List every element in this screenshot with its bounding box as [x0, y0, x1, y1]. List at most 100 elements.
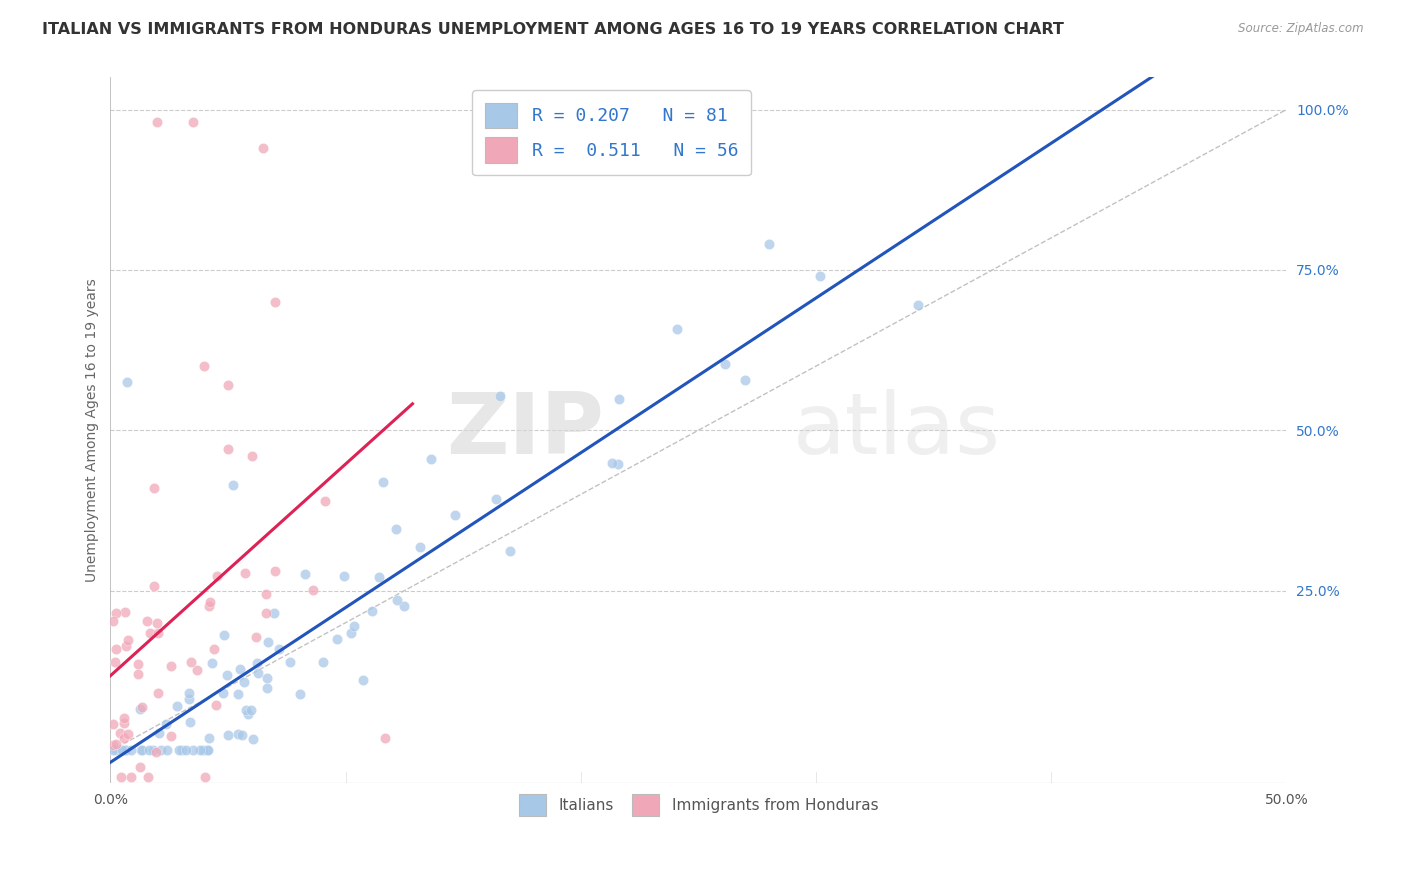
Point — [361, 604, 384, 618]
Point — [419, 452, 441, 467]
Point — [232, 675, 254, 690]
Point — [194, 770, 217, 784]
Point — [105, 642, 128, 657]
Point — [808, 269, 831, 284]
Point — [314, 493, 336, 508]
Point — [202, 641, 225, 656]
Point — [290, 687, 312, 701]
Point — [105, 606, 128, 620]
Point — [229, 663, 252, 677]
Point — [156, 743, 179, 757]
Point — [101, 614, 124, 628]
Point — [179, 715, 201, 730]
Point — [217, 378, 239, 392]
Point — [104, 655, 127, 669]
Point — [326, 632, 349, 646]
Point — [392, 599, 415, 613]
Point — [201, 656, 224, 670]
Point — [172, 743, 194, 757]
Point — [104, 743, 127, 757]
Point — [252, 141, 274, 155]
Point — [198, 594, 221, 608]
Point — [280, 655, 302, 669]
Point — [666, 322, 689, 336]
Point — [246, 657, 269, 671]
Point — [607, 392, 630, 407]
Point — [114, 606, 136, 620]
Point — [607, 457, 630, 471]
Point — [180, 656, 202, 670]
Point — [114, 743, 136, 757]
Point — [713, 357, 735, 371]
Point — [233, 566, 256, 580]
Point — [112, 711, 135, 725]
Point — [111, 743, 134, 757]
Point — [146, 615, 169, 630]
Point — [907, 297, 929, 311]
Point — [146, 626, 169, 640]
Point — [186, 663, 208, 677]
Point — [166, 698, 188, 713]
Point — [112, 715, 135, 730]
Point — [226, 727, 249, 741]
Point — [108, 726, 131, 740]
Point — [160, 729, 183, 743]
Point — [198, 599, 221, 613]
Point — [444, 508, 467, 522]
Point — [207, 569, 229, 583]
Point — [256, 681, 278, 695]
Point — [177, 691, 200, 706]
Point — [115, 639, 138, 653]
Text: Source: ZipAtlas.com: Source: ZipAtlas.com — [1239, 22, 1364, 36]
Point — [242, 731, 264, 746]
Point — [101, 717, 124, 731]
Point — [139, 625, 162, 640]
Point — [115, 743, 138, 757]
Point — [120, 743, 142, 757]
Point — [205, 698, 228, 712]
Point — [256, 671, 278, 685]
Point — [198, 731, 221, 745]
Point — [246, 666, 269, 681]
Point — [131, 700, 153, 714]
Point — [129, 760, 152, 774]
Point — [489, 389, 512, 403]
Point — [191, 743, 214, 757]
Point — [143, 482, 166, 496]
Point — [263, 606, 285, 620]
Point — [181, 115, 204, 129]
Point — [264, 295, 287, 310]
Point — [136, 614, 159, 628]
Point — [499, 543, 522, 558]
Point — [183, 743, 205, 757]
Point — [131, 743, 153, 757]
Point — [217, 728, 239, 742]
Point — [600, 456, 623, 470]
Point — [159, 659, 181, 673]
Point — [197, 743, 219, 757]
Point — [143, 579, 166, 593]
Point — [177, 686, 200, 700]
Point — [312, 655, 335, 669]
Point — [254, 606, 277, 620]
Point — [267, 641, 290, 656]
Point — [101, 743, 124, 757]
Point — [302, 583, 325, 598]
Text: atlas: atlas — [793, 389, 1001, 472]
Point — [110, 770, 132, 784]
Text: ZIP: ZIP — [447, 389, 605, 472]
Point — [167, 743, 190, 757]
Point — [141, 743, 163, 757]
Point — [374, 731, 396, 746]
Point — [256, 635, 278, 649]
Point — [148, 726, 170, 740]
Point — [217, 442, 239, 457]
Point — [212, 686, 235, 700]
Point — [193, 359, 215, 373]
Point — [129, 743, 152, 757]
Point — [333, 568, 356, 582]
Point — [129, 702, 152, 716]
Point — [254, 587, 277, 601]
Point — [385, 522, 408, 536]
Point — [127, 666, 149, 681]
